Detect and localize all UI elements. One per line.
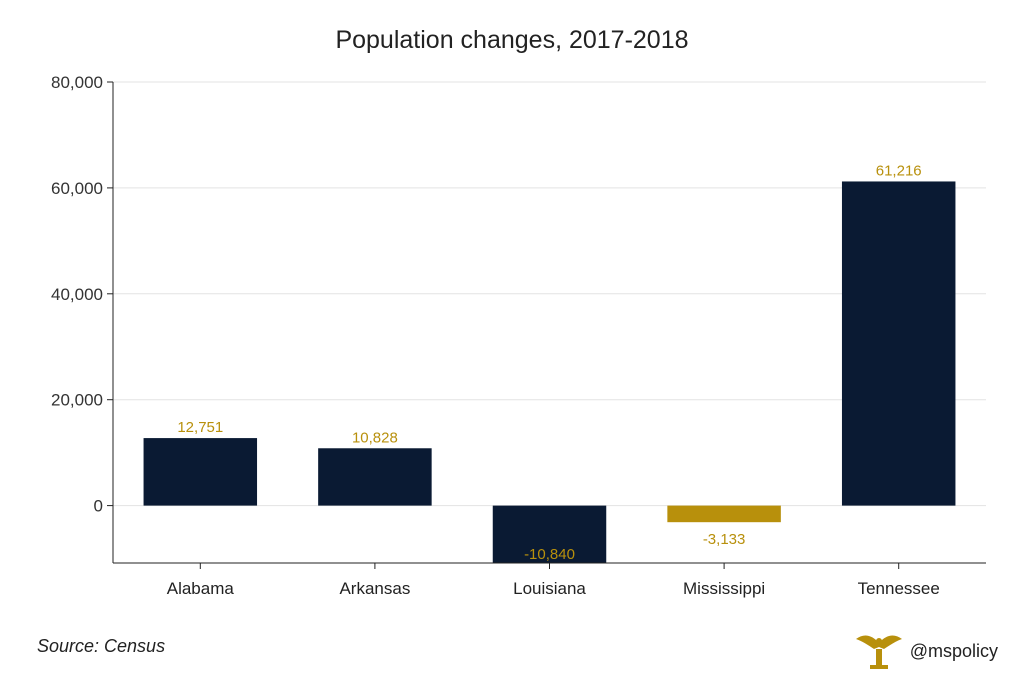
bar-louisiana bbox=[492, 505, 607, 563]
bar-arkansas bbox=[318, 448, 432, 506]
chart-title: Population changes, 2017-2018 bbox=[335, 26, 688, 54]
bars bbox=[143, 181, 956, 563]
source-note: Source: Census bbox=[37, 636, 166, 656]
x-axis: Alabama Arkansas Louisiana Mississippi Tenne… bbox=[113, 562, 986, 598]
data-label: 12,751 bbox=[177, 419, 223, 436]
x-tick-label: Mississippi bbox=[683, 579, 765, 598]
x-tick-label: Louisiana bbox=[513, 579, 586, 598]
data-label: 61,216 bbox=[876, 162, 922, 179]
bar-alabama bbox=[143, 438, 258, 506]
y-tick-label: 0 bbox=[94, 497, 103, 516]
y-tick-label: 60,000 bbox=[51, 179, 103, 198]
data-label: -10,840 bbox=[524, 546, 575, 563]
y-tick-label: 20,000 bbox=[51, 391, 103, 410]
x-tick-label: Arkansas bbox=[339, 579, 410, 598]
data-label: -3,133 bbox=[703, 531, 746, 548]
data-labels: 12,751 10,828 -10,840 -3,133 61,216 bbox=[177, 162, 921, 563]
brand: @mspolicy bbox=[854, 629, 998, 673]
y-tick-label: 40,000 bbox=[51, 285, 103, 304]
data-label: 10,828 bbox=[352, 429, 398, 446]
grid-lines bbox=[113, 81, 986, 507]
bar-tennessee bbox=[841, 181, 956, 506]
x-tick-label: Tennessee bbox=[858, 579, 940, 598]
y-axis: 0 20,000 40,000 60,000 80,000 bbox=[51, 73, 114, 563]
y-tick-label: 80,000 bbox=[51, 73, 103, 92]
twitter-handle: @mspolicy bbox=[909, 640, 998, 661]
x-tick-label: Alabama bbox=[167, 579, 235, 598]
bar-mississippi bbox=[667, 505, 781, 523]
eagle-logo-icon bbox=[855, 635, 902, 669]
